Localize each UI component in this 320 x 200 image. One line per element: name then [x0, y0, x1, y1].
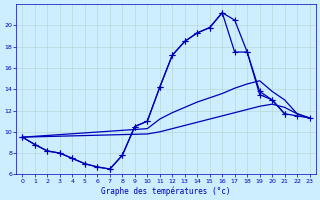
X-axis label: Graphe des températures (°c): Graphe des températures (°c)	[101, 186, 231, 196]
